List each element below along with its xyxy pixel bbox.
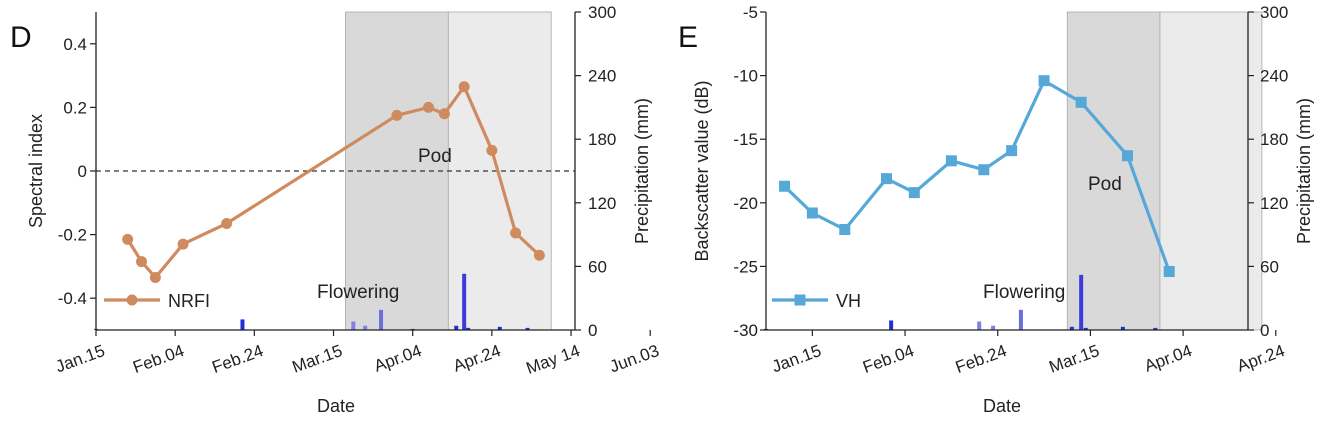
y-tick-label: 0 (78, 162, 87, 181)
precip-bar (1120, 326, 1125, 330)
y-tick-label: -30 (733, 321, 758, 340)
x-axis-title: Date (983, 396, 1021, 416)
precip-bar (525, 327, 530, 330)
x-axis-title: Date (317, 396, 355, 416)
data-point (881, 173, 892, 185)
phase-label-flowering: Flowering (317, 282, 399, 303)
legend-marker (126, 294, 138, 306)
data-point (1075, 96, 1087, 108)
y2-tick-label: 120 (588, 194, 616, 213)
legend-label: NRFI (168, 291, 210, 311)
data-point (839, 224, 851, 236)
x-tick-label: Apr.24 (1235, 341, 1288, 376)
data-point (510, 227, 522, 239)
data-point (806, 207, 818, 219)
phase-label-pod: Pod (418, 146, 452, 167)
precip-bar (1069, 326, 1074, 330)
data-point (391, 109, 403, 121)
data-point (149, 272, 161, 284)
x-tick-label: Feb.04 (130, 341, 186, 377)
data-point (221, 217, 233, 229)
y2-axis-title: Precipitation (mm) (632, 98, 652, 244)
data-point (1038, 75, 1050, 87)
y-tick-label: -20 (733, 194, 758, 213)
precip-bar (454, 325, 459, 330)
phase-band-pod (1159, 11, 1263, 331)
y-axis-title: Backscatter value (dB) (692, 80, 712, 261)
x-tick-label: Feb.24 (953, 341, 1009, 377)
data-point (486, 144, 498, 156)
panel-e: -30 -25 -20 -15 -10 -5 0 60 120 180 240 300 Jan.15 Fe… (678, 3, 1314, 416)
y-tick-label: 0.4 (63, 35, 87, 54)
legend-marker (794, 294, 806, 306)
precip-bar (1153, 327, 1158, 330)
data-point (533, 249, 545, 261)
legend-label: VH (836, 291, 861, 311)
precip-bar (240, 319, 245, 330)
y-tick-label: -5 (743, 3, 758, 22)
panel-d: -0.4 -0.2 0 0.2 0.4 0 60 120 180 240 300 Jan.15 Feb.… (10, 3, 662, 416)
data-point (177, 238, 189, 250)
precip-bar (1083, 327, 1088, 330)
data-point (438, 108, 450, 120)
precip-bar (977, 321, 982, 330)
y-tick-label: -25 (733, 257, 758, 276)
y2-tick-label: 300 (588, 3, 616, 22)
y2-tick-label: 240 (1260, 67, 1288, 86)
x-tick-label: Mar.15 (1047, 341, 1102, 377)
y2-tick-label: 0 (1260, 321, 1269, 340)
precip-bar (351, 321, 356, 330)
y2-tick-label: 60 (1260, 257, 1279, 276)
x-tick-label: Jun.03 (607, 341, 661, 376)
x-tick-label: Jan.15 (53, 341, 107, 376)
y2-tick-label: 180 (1260, 130, 1288, 149)
y2-tick-label: 120 (1260, 194, 1288, 213)
phase-label-flowering: Flowering (983, 282, 1065, 303)
data-point (1006, 145, 1018, 157)
x-tick-label: Apr.04 (371, 341, 424, 376)
y2-tick-label: 180 (588, 130, 616, 149)
data-point (908, 187, 920, 199)
precip-bar (363, 325, 368, 330)
panel-letter: D (10, 21, 32, 54)
y2-tick-label: 240 (588, 67, 616, 86)
y-tick-label: -0.4 (58, 289, 87, 308)
data-point (978, 164, 990, 176)
phase-label-pod: Pod (1088, 174, 1122, 195)
data-point (1163, 265, 1175, 277)
x-tick-label: Apr.24 (451, 341, 504, 376)
y-tick-label: 0.2 (63, 98, 87, 117)
data-point (423, 101, 435, 113)
precip-bar (466, 327, 471, 330)
x-tick-label: Jan.15 (769, 341, 823, 376)
data-point (1122, 150, 1133, 162)
y2-tick-label: 0 (588, 321, 597, 340)
x-tick-label: Feb.04 (860, 341, 916, 377)
precip-bar (497, 326, 502, 330)
precip-bar (889, 320, 894, 330)
y-tick-label: -10 (733, 67, 758, 86)
precip-bar (462, 273, 467, 330)
data-point (136, 256, 148, 268)
precip-bar (379, 309, 384, 330)
x-tick-label: May 14 (524, 341, 583, 378)
data-point (945, 155, 957, 167)
y-tick-label: -15 (733, 130, 758, 149)
y-tick-label: -0.2 (58, 226, 87, 245)
x-tick-label: Feb.24 (210, 341, 266, 377)
y2-tick-label: 60 (588, 257, 607, 276)
data-point (122, 233, 134, 245)
precip-bar (1018, 309, 1023, 330)
y2-tick-label: 300 (1260, 3, 1288, 22)
y-axis-title: Spectral index (26, 114, 46, 228)
data-point (458, 81, 470, 93)
x-tick-label: Apr.04 (1142, 341, 1195, 376)
panel-letter: E (678, 21, 698, 54)
precip-bar (991, 325, 996, 330)
y2-axis-title: Precipitation (mm) (1294, 98, 1314, 244)
x-tick-label: Mar.15 (290, 341, 345, 377)
precip-bar (1079, 274, 1084, 330)
data-point (779, 180, 791, 192)
